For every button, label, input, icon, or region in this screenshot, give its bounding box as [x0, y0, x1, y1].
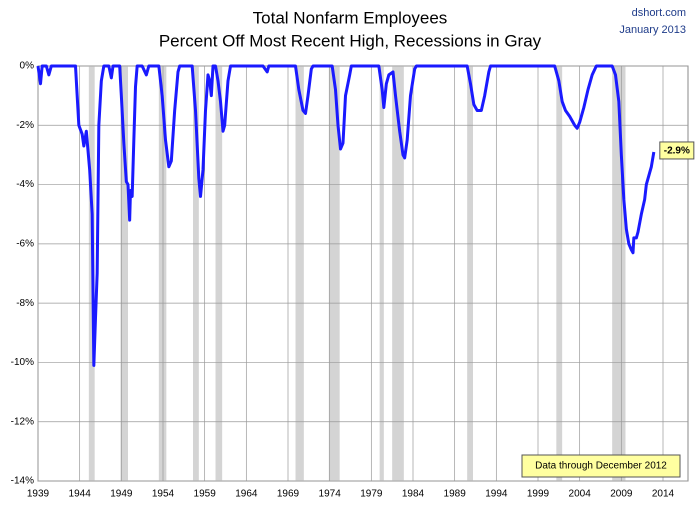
x-tick-label: 1999	[527, 489, 550, 500]
note: Data through December 2012	[535, 461, 667, 472]
recession-band	[328, 66, 340, 481]
annotation-box	[659, 141, 695, 160]
recession-band	[556, 66, 563, 481]
recession-band	[295, 66, 304, 481]
recession-band	[193, 66, 199, 481]
x-tick-label: 1939	[27, 489, 50, 500]
note-box	[521, 454, 681, 478]
y-tick-label: -12%	[11, 416, 34, 427]
recession-band	[379, 66, 384, 481]
x-tick-label: 1989	[444, 489, 467, 500]
recession-band	[120, 66, 128, 481]
date: January 2013	[619, 24, 686, 36]
y-tick-label: -2%	[16, 120, 34, 131]
y-tick-label: -6%	[16, 238, 34, 249]
x-tick-label: 1964	[235, 489, 258, 500]
x-tick-label: 2009	[610, 489, 633, 500]
y-tick-label: -10%	[11, 357, 34, 368]
y-tick-label: 0%	[20, 61, 35, 72]
recession-band	[392, 66, 404, 481]
x-tick-label: 1974	[319, 489, 342, 500]
y-tick-label: -8%	[16, 298, 34, 309]
y-tick-label: -4%	[16, 179, 34, 190]
x-tick-label: 1944	[69, 489, 92, 500]
x-tick-label: 1969	[277, 489, 300, 500]
x-tick-label: 2014	[652, 489, 675, 500]
x-tick-label: 1949	[110, 489, 133, 500]
line	[36, 64, 656, 367]
x-tick-label: 1984	[402, 489, 425, 500]
x-tick-label: 1959	[194, 489, 217, 500]
chart-subtitle: Percent Off Most Recent High, Recessions…	[159, 31, 542, 50]
chart-title: Total Nonfarm Employees	[253, 8, 448, 27]
recession-band	[467, 66, 473, 481]
recession-band	[158, 66, 167, 481]
x-tick-label: 1979	[360, 489, 383, 500]
x-tick-label: 1994	[485, 489, 508, 500]
recession-band	[215, 66, 223, 481]
x-tick-label: 2004	[569, 489, 592, 500]
annotation: -2.9%	[664, 146, 690, 157]
x-tick-label: 1954	[152, 489, 175, 500]
source: dshort.com	[632, 7, 686, 19]
y-tick-label: -14%	[11, 476, 34, 487]
